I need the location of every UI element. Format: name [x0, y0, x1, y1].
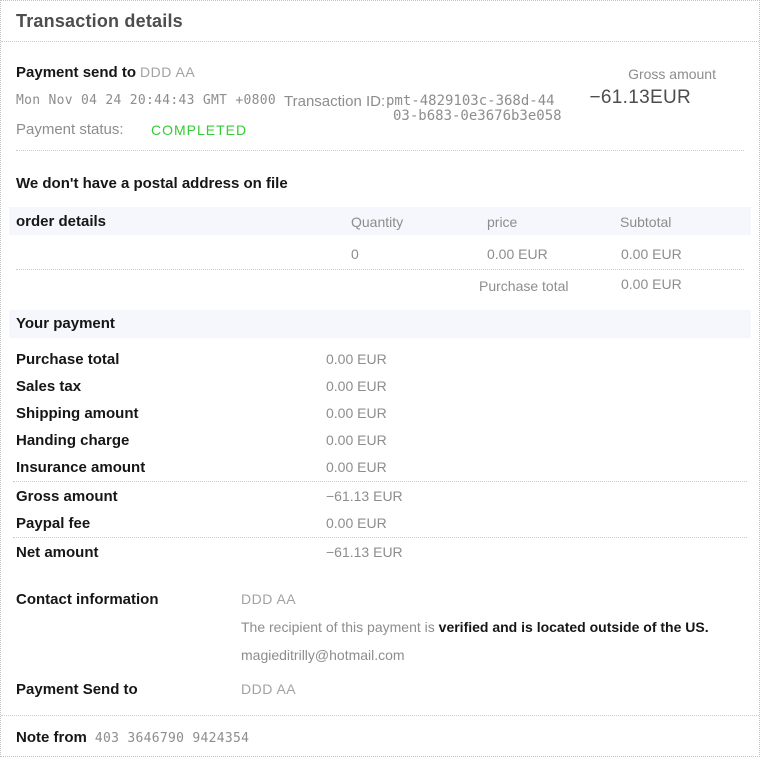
- contact-section: Contact information DDD AA The recipient…: [1, 591, 759, 698]
- transaction-id-line2: 03-b683-0e3676b3e058: [393, 108, 562, 124]
- purchase-total-value: 0.00 EUR: [621, 276, 682, 292]
- payment-summary: Payment send to DDD AA Gross amount Mon N…: [1, 42, 759, 150]
- contact-information-label: Contact information: [16, 591, 159, 608]
- payment-row-label: Paypal fee: [16, 514, 91, 532]
- payment-row-label: Insurance amount: [16, 458, 146, 476]
- price-cell: 0.00 EUR: [487, 246, 548, 262]
- payment-status-label: Payment status:: [16, 121, 124, 138]
- your-payment-heading: Your payment: [9, 310, 751, 338]
- payment-send-to-footer-label: Payment Send to: [16, 681, 138, 698]
- purchase-total-row: Purchase total 0.00 EUR: [1, 270, 759, 300]
- recipient-verification-note: The recipient of this payment is verifie…: [241, 619, 709, 635]
- order-table-header: order details Quantity price Subtotal: [9, 207, 751, 235]
- payment-row-sales-tax: Sales tax 0.00 EUR: [1, 373, 759, 400]
- payment-row-value: 0.00 EUR: [326, 351, 387, 368]
- order-details-header: order details: [16, 213, 107, 230]
- note-from-label: Note from: [16, 729, 87, 747]
- section-divider: [16, 269, 744, 270]
- recipient-note-bold-text: verified and is located outside of the U…: [438, 619, 709, 635]
- page-header: Transaction details: [1, 1, 759, 42]
- payment-send-to-label: Payment send to: [16, 64, 137, 81]
- quantity-header: Quantity: [351, 214, 404, 230]
- row-divider: [13, 537, 747, 538]
- subtotal-cell: 0.00 EUR: [621, 246, 682, 262]
- payment-row-label: Sales tax: [16, 377, 82, 395]
- transaction-id-value: pmt-4829103c-368d-44 03-b683-0e3676b3e05…: [386, 94, 562, 124]
- contact-name: DDD AA: [241, 591, 297, 607]
- recipient-note-text: The recipient of this payment is: [241, 619, 439, 635]
- payment-row-insurance-amount: Insurance amount 0.00 EUR: [1, 454, 759, 481]
- contact-email: magieditrilly@hotmail.com: [241, 647, 405, 663]
- payment-row-label: Gross amount: [16, 487, 118, 505]
- payment-send-to-footer-row: Payment Send to DDD AA: [16, 681, 759, 698]
- gross-amount-label: Gross amount: [628, 66, 716, 82]
- payment-status-badge: COMPLETED: [151, 122, 248, 138]
- payment-row-gross-amount: Gross amount −61.13 EUR: [1, 483, 759, 510]
- note-from-value: 403 3646790 9424354: [94, 731, 250, 747]
- section-divider: [16, 150, 744, 151]
- payment-send-to-line: Payment send to DDD AA: [16, 64, 195, 81]
- transaction-id-line1: pmt-4829103c-368d-44: [386, 93, 555, 109]
- order-details-section: We don't have a postal address on file o…: [1, 151, 759, 269]
- payment-row-handing-charge: Handing charge 0.00 EUR: [1, 427, 759, 454]
- payment-row-label: Purchase total: [16, 350, 120, 368]
- price-header: price: [487, 214, 518, 230]
- gross-amount-value: −61.13EUR: [589, 87, 691, 108]
- payment-send-to-value: DDD AA: [140, 64, 196, 80]
- purchase-total-label: Purchase total: [479, 278, 569, 294]
- payment-row-value: 0.00 EUR: [326, 378, 387, 395]
- row-divider: [13, 481, 747, 482]
- transaction-id-label: Transaction ID:: [284, 93, 386, 110]
- payment-row-value: 0.00 EUR: [326, 432, 387, 449]
- payment-breakdown: Purchase total 0.00 EUR Sales tax 0.00 E…: [1, 338, 759, 566]
- payment-row-label: Net amount: [16, 543, 99, 561]
- payment-row-label: Shipping amount: [16, 404, 139, 422]
- transaction-date: Mon Nov 04 24 20:44:43 GMT +0800: [16, 93, 277, 108]
- payment-row-purchase-total: Purchase total 0.00 EUR: [1, 346, 759, 373]
- contact-information-row: Contact information DDD AA The recipient…: [16, 591, 759, 663]
- postal-address-notice: We don't have a postal address on file: [16, 175, 288, 192]
- quantity-cell: 0: [351, 246, 359, 262]
- payment-row-label: Handing charge: [16, 431, 130, 449]
- payment-row-value: 0.00 EUR: [326, 515, 387, 532]
- payment-row-net-amount: Net amount −61.13 EUR: [1, 539, 759, 566]
- payment-row-value: −61.13 EUR: [326, 544, 403, 561]
- contact-information-value: DDD AA The recipient of this payment is …: [241, 591, 709, 663]
- payment-row-paypal-fee: Paypal fee 0.00 EUR: [1, 510, 759, 537]
- subtotal-header: Subtotal: [620, 214, 672, 230]
- payment-row-shipping-amount: Shipping amount 0.00 EUR: [1, 400, 759, 427]
- payment-send-to-footer-value: DDD AA: [241, 681, 297, 697]
- note-section: Note from 403 3646790 9424354: [1, 715, 759, 756]
- payment-row-value: 0.00 EUR: [326, 405, 387, 422]
- payment-row-value: −61.13 EUR: [326, 488, 403, 505]
- payment-row-value: 0.00 EUR: [326, 459, 387, 476]
- page-title: Transaction details: [16, 11, 183, 31]
